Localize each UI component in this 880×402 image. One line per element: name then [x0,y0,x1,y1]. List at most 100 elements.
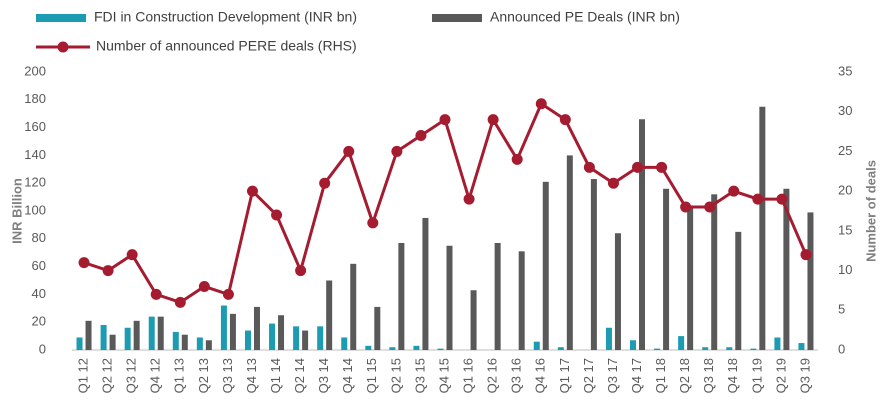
y-tick-label: 0 [39,341,46,356]
bar [798,343,805,350]
bar [687,205,694,350]
bar [253,306,260,350]
bar [365,345,372,350]
bar [76,337,83,350]
line-marker [607,177,619,189]
line-marker [271,209,283,221]
line-marker [632,161,644,173]
line-marker [174,296,186,308]
x-tick-label: Q2 12 [100,358,115,393]
x-tick-label: Q4 12 [148,358,163,393]
line-marker [391,145,403,157]
x-tick-label: Q4 14 [340,358,355,393]
y2-tick-label: 25 [838,143,852,158]
x-tick-label: Q2 16 [485,358,500,393]
bar [157,316,164,350]
x-tick-label: Q4 15 [436,358,451,393]
bar [518,251,525,350]
bar [702,347,709,350]
bar [350,263,357,350]
x-tick-label: Q4 18 [725,358,740,393]
bar [269,323,276,350]
bar [605,327,612,350]
x-tick-label: Q3 15 [412,358,427,393]
bar [630,340,637,350]
line-marker [776,193,788,205]
legend-swatch [36,14,86,22]
x-tick-label: Q3 12 [124,358,139,393]
y-tick-label: 100 [24,202,46,217]
x-tick-label: Q1 16 [461,358,476,393]
bar [533,341,540,350]
y2-tick-label: 5 [838,302,845,317]
y2-tick-label: 15 [838,222,852,237]
line-marker [102,265,114,277]
x-tick-label: Q4 13 [244,358,259,393]
bar [205,340,212,350]
bar [317,326,324,350]
line-marker [559,114,571,126]
line-marker [343,145,355,157]
bar [398,242,405,350]
line-marker [511,153,523,165]
x-tick-label: Q4 16 [533,358,548,393]
line-marker [78,257,90,269]
bar [663,188,670,350]
bar [654,348,661,350]
line-marker [126,249,138,261]
legend-label: Announced PE Deals (INR bn) [490,9,680,25]
y-tick-label: 180 [24,91,46,106]
bar [711,194,718,350]
y-tick-label: 20 [32,314,46,329]
bar [542,181,549,350]
legend-label: Number of announced PERE deals (RHS) [96,38,357,54]
x-tick-label: Q2 17 [581,358,596,393]
bar [133,320,140,350]
y-axis-title: INR Billion [9,178,24,244]
bar [124,327,131,350]
bar [196,337,203,350]
line-marker [246,185,258,197]
legend-swatch [57,41,69,53]
x-tick-label: Q1 17 [557,358,572,393]
bar [413,345,420,350]
bar [181,334,188,350]
line-marker [463,193,475,205]
legend-swatch [432,14,482,22]
y-tick-label: 120 [24,175,46,190]
y2-tick-label: 10 [838,262,852,277]
y-tick-label: 60 [32,258,46,273]
legend-label: FDI in Construction Development (INR bn) [94,9,357,25]
bar [678,336,685,350]
bar [783,188,790,350]
bar [590,179,597,350]
bar [278,315,285,350]
x-tick-label: Q2 18 [677,358,692,393]
bar [639,119,646,350]
y-tick-label: 140 [24,147,46,162]
y-tick-label: 80 [32,230,46,245]
line-marker [752,193,764,205]
x-tick-label: Q3 14 [316,358,331,393]
bar [341,337,348,350]
y-tick-label: 160 [24,119,46,134]
x-tick-label: Q3 19 [797,358,812,393]
line-marker [535,98,547,110]
line [83,101,808,304]
line-marker [415,130,427,142]
bar [726,347,733,350]
line-marker [367,217,379,229]
y-tick-label: 200 [24,63,46,78]
x-tick-label: Q2 13 [196,358,211,393]
bar [614,233,621,350]
line-marker [439,114,451,126]
x-tick-label: Q3 13 [220,358,235,393]
line-marker [800,249,812,261]
y2-tick-label: 0 [838,341,845,356]
line-marker [319,177,331,189]
x-tick-label: Q3 17 [605,358,620,393]
bar [750,348,757,350]
bar [470,290,477,350]
x-tick-label: Q1 15 [364,358,379,393]
